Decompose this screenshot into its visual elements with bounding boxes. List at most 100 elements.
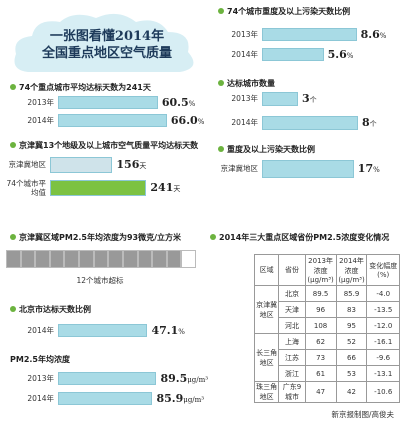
value: 3 xyxy=(302,92,310,105)
dot xyxy=(218,80,224,86)
header-text: 京津冀13个地级及以上城市空气质量平均达标天数 xyxy=(19,141,199,150)
section-header: 74个城市重度及以上污染天数比例 xyxy=(218,6,350,17)
value: 60.5 xyxy=(161,95,189,109)
row-label: 京津冀地区 xyxy=(8,160,47,169)
cell: 96 xyxy=(304,301,337,318)
value-label: 5.6% xyxy=(328,48,354,61)
unit: 个 xyxy=(369,120,377,128)
cell: 江苏 xyxy=(278,349,306,366)
bar xyxy=(262,92,298,106)
bar xyxy=(58,372,157,385)
row-label: 2013年 xyxy=(27,373,54,383)
value: 8.6 xyxy=(360,27,380,41)
unit: μg/m³ xyxy=(187,375,209,384)
header-cell: 2014年浓度(μg/m³) xyxy=(335,254,368,286)
cell: -12.0 xyxy=(366,317,400,334)
row-label: 京津冀地区 xyxy=(220,164,259,173)
cell: 上海 xyxy=(278,333,306,350)
exceed-block xyxy=(7,251,20,267)
header-cell: 2013年浓度(μg/m³) xyxy=(304,254,337,286)
section-header: 74个重点城市平均达标天数为241天 xyxy=(10,82,151,93)
unit: % xyxy=(346,51,354,60)
exceed-block xyxy=(94,251,108,267)
header-cell: 省份 xyxy=(278,254,306,286)
cell: 广东9城市 xyxy=(278,381,306,403)
value-label: 47.1% xyxy=(151,324,184,337)
dot xyxy=(218,8,224,14)
bar xyxy=(50,180,147,196)
value-label: 89.5μg/m³ xyxy=(160,372,208,385)
bar xyxy=(262,160,354,178)
section-header: 京津冀13个地级及以上城市空气质量平均达标天数 xyxy=(10,140,198,151)
header-text: 重度及以上污染天数比例 xyxy=(227,145,315,154)
value-label: 60.5% xyxy=(162,96,195,109)
title: 一张图看懂2014年 全国重点地区空气质量 xyxy=(22,28,192,62)
unit: % xyxy=(178,327,185,336)
exceed-block xyxy=(36,251,49,267)
unit: % xyxy=(188,99,196,108)
cell: 浙江 xyxy=(278,365,306,382)
table-row: 浙江 61 53 -13.1 xyxy=(255,365,400,382)
exceed-block xyxy=(138,251,152,267)
cell: -9.6 xyxy=(366,349,400,366)
bar xyxy=(262,48,324,61)
value: 47.1 xyxy=(151,323,179,337)
title-line: 一张图看懂2014年 xyxy=(49,29,165,44)
table-row: 珠三角地区 广东9城市 47 42 -10.6 xyxy=(253,381,400,403)
cell: -10.6 xyxy=(366,381,400,403)
title-line: 全国重点地区空气质量 xyxy=(41,46,172,61)
cell: 42 xyxy=(335,381,368,403)
value: 17 xyxy=(357,162,374,175)
cell: 天津 xyxy=(278,301,306,318)
unit: % xyxy=(379,31,387,40)
row-label: 2013年 xyxy=(231,29,258,39)
value-label: 66.0% xyxy=(171,114,204,127)
table-row: 江苏 73 66 -9.6 xyxy=(255,349,400,366)
value-label: 241天 xyxy=(150,181,180,194)
unit: μg/m³ xyxy=(183,395,205,404)
unit: 天 xyxy=(139,162,147,170)
header-text: PM2.5年均浓度 xyxy=(10,355,70,364)
table-row: 长三角地区 上海 62 52 -16.1 xyxy=(253,333,400,382)
value-label: 3个 xyxy=(302,92,317,105)
table-wrap: 区域 省份 2013年浓度(μg/m³) 2014年浓度(μg/m³) 变化幅度(%) 京… xyxy=(253,254,400,403)
cell: 73 xyxy=(304,349,337,366)
bar xyxy=(262,116,358,130)
title-cloud xyxy=(14,13,194,72)
cell: 95 xyxy=(335,317,368,334)
bar xyxy=(58,392,153,405)
exceed-block xyxy=(123,251,137,267)
cell: 83 xyxy=(335,301,368,318)
bar xyxy=(58,96,158,109)
block-bar xyxy=(6,250,196,268)
region-cell: 长三角地区 xyxy=(253,333,280,382)
cell: -13.1 xyxy=(366,365,400,382)
exceed-block xyxy=(167,251,181,267)
bar xyxy=(58,114,167,127)
table-header: 区域 省份 2013年浓度(μg/m³) 2014年浓度(μg/m³) 变化幅度(%) xyxy=(253,254,400,286)
row-label: 2014年 xyxy=(27,325,54,335)
cell: 85.9 xyxy=(335,285,368,302)
caption: 12个城市超标 xyxy=(76,276,124,285)
row-label: 2014年 xyxy=(27,115,54,125)
cell: 61 xyxy=(304,365,337,382)
bar xyxy=(262,28,357,41)
row-label: 2013年 xyxy=(231,94,258,103)
cell: 108 xyxy=(304,317,337,334)
section-header: 2014年三大重点区域省份PM2.5浓度变化情况 xyxy=(210,232,389,243)
value: 156 xyxy=(116,158,140,171)
value-label: 156天 xyxy=(116,158,146,171)
exceed-block xyxy=(80,251,93,267)
exceed-block xyxy=(153,251,166,267)
header-text: 74个城市重度及以上污染天数比例 xyxy=(227,7,351,16)
exceed-block xyxy=(21,251,35,267)
exceed-block xyxy=(50,251,64,267)
section-header: PM2.5年均浓度 xyxy=(10,354,70,365)
value: 66.0 xyxy=(170,113,198,127)
cell: 47 xyxy=(304,381,337,403)
section-header: 北京市达标天数比例 xyxy=(10,304,91,315)
header-text: 北京市达标天数比例 xyxy=(19,305,91,314)
value: 89.5 xyxy=(160,371,188,385)
dot xyxy=(218,146,224,152)
cell: 河北 xyxy=(278,317,306,334)
